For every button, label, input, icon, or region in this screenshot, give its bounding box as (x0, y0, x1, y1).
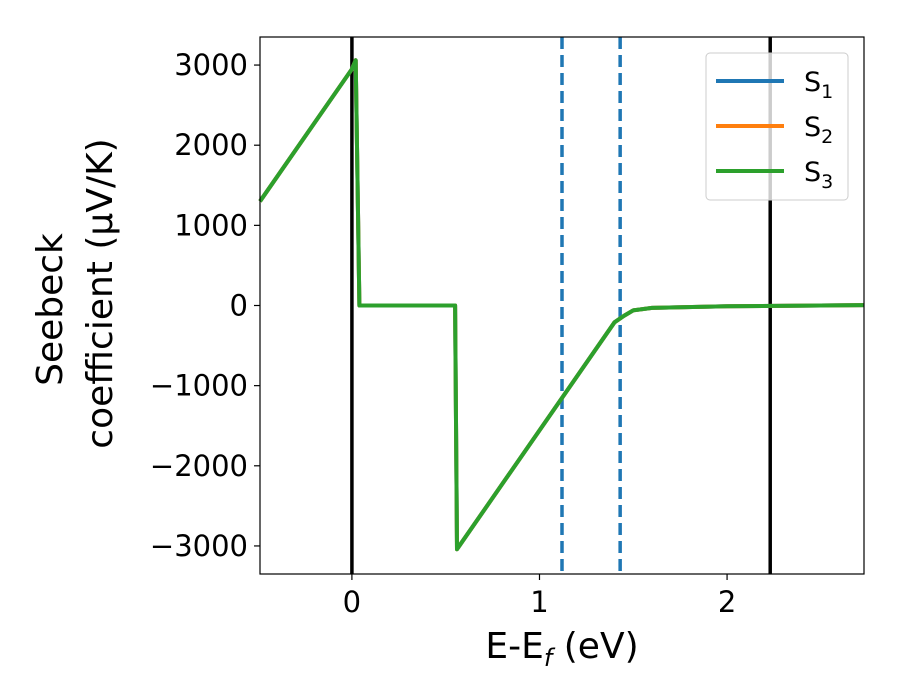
legend-label-1: S1 (804, 67, 833, 103)
legend: S1 S2 S3 (705, 52, 849, 201)
x-axis-label: E-Ef (eV) (485, 626, 638, 672)
y-axis-label: Seebeck coefficient (μV/K) (30, 138, 121, 448)
series-lines (258, 58, 865, 552)
y-tick-label: 3000 (174, 48, 248, 82)
y-tick-label: 2000 (174, 128, 248, 162)
x-tick-label: 1 (530, 585, 548, 619)
y-tick-label: 0 (230, 289, 248, 323)
y-tick-label: 1000 (174, 208, 248, 242)
series-line-3 (258, 58, 865, 552)
y-axis-label-line1: Seebeck (30, 233, 71, 386)
x-tick-label: 0 (343, 585, 361, 619)
legend-label-2: S2 (804, 112, 833, 148)
y-axis-label-line2: coefficient (μV/K) (80, 138, 121, 448)
y-tick-label: −1000 (150, 369, 248, 403)
legend-label-3: S3 (804, 157, 833, 193)
y-tick-label: −3000 (150, 529, 248, 563)
y-axis: −3000 −2000 −1000 0 1000 2000 3000 (150, 48, 260, 563)
x-axis: 0 1 2 (343, 574, 736, 619)
x-tick-label: 2 (718, 585, 736, 619)
y-tick-label: −2000 (150, 449, 248, 483)
